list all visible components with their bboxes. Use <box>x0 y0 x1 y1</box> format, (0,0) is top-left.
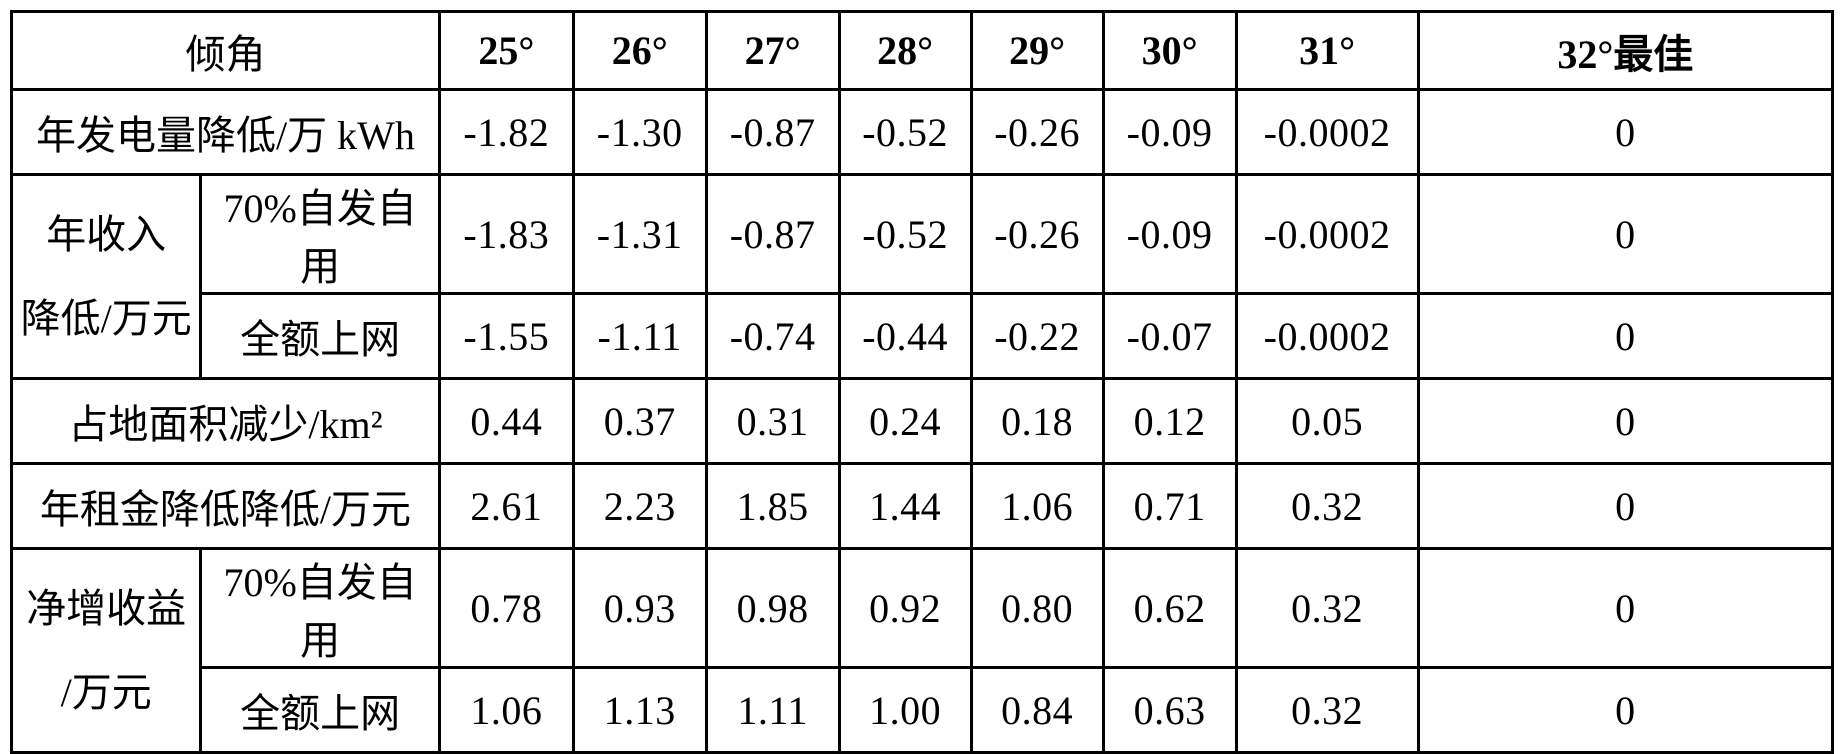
header-corner-tilt-angle: 倾角 <box>10 10 441 91</box>
cell-value: 0.05 <box>1234 377 1420 465</box>
cell-value: 0.32 <box>1234 666 1420 754</box>
cell-value: 0 <box>1416 377 1835 465</box>
cell-value: 0.98 <box>704 547 841 669</box>
cell-value: -1.31 <box>571 173 708 295</box>
cell-value: 0.31 <box>704 377 841 465</box>
header-col-26deg: 26° <box>571 10 708 91</box>
table-row-annual-rent: 年租金降低降低/万元 2.61 2.23 1.85 1.44 1.06 0.71… <box>10 462 1835 550</box>
row-sublabel-net-gain-full-grid: 全额上网 <box>199 666 441 754</box>
cell-value: 0.24 <box>837 377 973 465</box>
cell-value: -1.30 <box>571 88 708 176</box>
cell-value: 0.80 <box>969 547 1105 669</box>
cell-value: 2.61 <box>437 462 575 550</box>
cell-value: -0.87 <box>704 173 841 295</box>
cell-value: -0.26 <box>969 88 1105 176</box>
row-group-label-annual-income: 年收入 降低/万元 <box>9 173 203 380</box>
row-sublabel-net-gain-self-use: 70%自发自用 <box>199 547 441 669</box>
group-label-line2: /万元 <box>60 669 152 715</box>
cell-value: 1.13 <box>571 666 708 754</box>
table-row-net-gain-full-grid: 全额上网 1.06 1.13 1.11 1.00 0.84 0.63 0.32 … <box>12 666 1835 754</box>
header-col-29deg: 29° <box>969 10 1105 91</box>
cell-value: -0.22 <box>969 292 1105 380</box>
group-label-line2: 降低/万元 <box>20 295 192 341</box>
row-label-land-area: 占地面积减少/km² <box>10 377 441 465</box>
cell-value: -0.44 <box>837 292 973 380</box>
cell-value: -0.09 <box>1101 88 1238 176</box>
table-header-row: 倾角 25° 26° 27° 28° 29° 30° 31° 32°最佳 <box>10 10 1835 91</box>
table-row-annual-generation: 年发电量降低/万 kWh -1.82 -1.30 -0.87 -0.52 -0.… <box>10 88 1835 176</box>
cell-value: 1.85 <box>704 462 841 550</box>
table-row-income-full-grid: 全额上网 -1.55 -1.11 -0.74 -0.44 -0.22 -0.07… <box>12 292 1835 380</box>
cell-value: 0.71 <box>1101 462 1238 550</box>
cell-value: 1.06 <box>437 666 575 754</box>
cell-value: 0.93 <box>571 547 708 669</box>
cell-value: 0.32 <box>1234 547 1420 669</box>
cell-value: 1.11 <box>704 666 841 754</box>
table-row-income-self-use: 年收入 降低/万元 70%自发自用 -1.83 -1.31 -0.87 -0.5… <box>9 173 1835 380</box>
cell-value: -0.0002 <box>1234 292 1420 380</box>
row-sublabel-income-full-grid: 全额上网 <box>199 292 441 380</box>
header-col-25deg: 25° <box>437 10 575 91</box>
cell-value: 0 <box>1416 666 1835 754</box>
header-col-32deg-optimal: 32°最佳 <box>1416 10 1835 91</box>
cell-value: 0.78 <box>437 547 575 669</box>
cell-value: -1.11 <box>571 292 708 380</box>
cell-value: 0 <box>1416 173 1835 295</box>
cell-value: 0.62 <box>1101 547 1238 669</box>
cell-value: 0.32 <box>1234 462 1420 550</box>
page: 倾角 25° 26° 27° 28° 29° 30° 31° 32°最佳 年发电… <box>9 10 1835 754</box>
header-col-31deg: 31° <box>1234 10 1420 91</box>
cell-value: -0.0002 <box>1234 173 1420 295</box>
cell-value: 0.92 <box>837 547 973 669</box>
cell-value: 1.00 <box>837 666 973 754</box>
cell-value: 0 <box>1416 547 1835 669</box>
cell-value: -0.52 <box>837 173 973 295</box>
cell-value: 2.23 <box>571 462 708 550</box>
header-col-28deg: 28° <box>837 10 973 91</box>
row-group-label-net-gain: 净增收益 /万元 <box>9 547 203 754</box>
cell-value: 1.06 <box>969 462 1105 550</box>
cell-value: 0 <box>1416 88 1835 176</box>
cell-value: 0.44 <box>437 377 575 465</box>
row-sublabel-income-self-use: 70%自发自用 <box>199 173 441 295</box>
cell-value: -1.55 <box>437 292 575 380</box>
table-row-land-area: 占地面积减少/km² 0.44 0.37 0.31 0.24 0.18 0.12… <box>10 377 1835 465</box>
row-label-annual-rent: 年租金降低降低/万元 <box>10 462 441 550</box>
cell-value: 1.44 <box>837 462 973 550</box>
cell-value: -0.09 <box>1101 173 1238 295</box>
row-label-annual-generation: 年发电量降低/万 kWh <box>10 88 441 176</box>
cell-value: -1.82 <box>437 88 575 176</box>
cell-value: -0.74 <box>704 292 841 380</box>
group-label-line1: 净增收益 <box>26 585 187 631</box>
cell-value: 0 <box>1416 292 1835 380</box>
cell-value: 0.12 <box>1101 377 1238 465</box>
table-row-net-gain-self-use: 净增收益 /万元 70%自发自用 0.78 0.93 0.98 0.92 0.8… <box>9 547 1835 754</box>
group-label-line1: 年收入 <box>46 211 167 257</box>
cell-value: 0.84 <box>969 666 1105 754</box>
cell-value: 0.18 <box>969 377 1105 465</box>
cell-value: -0.52 <box>837 88 973 176</box>
cell-value: 0.63 <box>1101 666 1238 754</box>
header-col-27deg: 27° <box>704 10 841 91</box>
cell-value: -0.26 <box>969 173 1105 295</box>
cell-value: -0.0002 <box>1234 88 1420 176</box>
cell-value: 0.37 <box>571 377 708 465</box>
cell-value: 0 <box>1416 462 1835 550</box>
cell-value: -0.87 <box>704 88 841 176</box>
header-col-30deg: 30° <box>1101 10 1238 91</box>
cell-value: -1.83 <box>437 173 575 295</box>
tilt-angle-comparison-table: 倾角 25° 26° 27° 28° 29° 30° 31° 32°最佳 年发电… <box>9 10 1835 754</box>
cell-value: -0.07 <box>1101 292 1238 380</box>
